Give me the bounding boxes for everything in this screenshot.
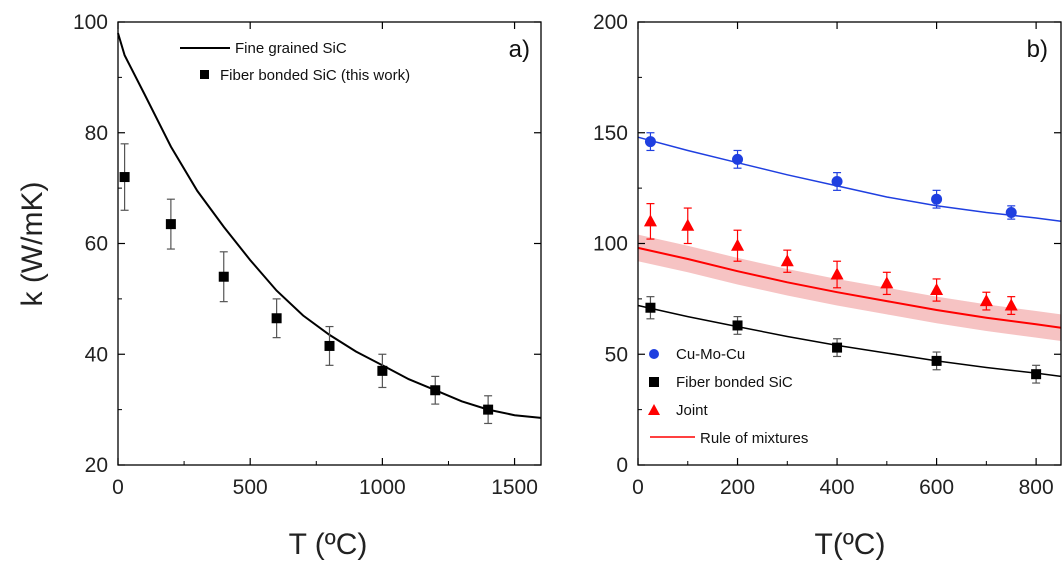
x-tick-label-b: 800	[1019, 476, 1054, 499]
x-tick-label-a: 1000	[359, 476, 406, 499]
panel-b-x-axis-label: T(ºC)	[815, 528, 886, 561]
series-line-fine-grained-sic	[117, 32, 542, 419]
panel-b-band-layer	[638, 234, 1061, 341]
y-tick-label-a: 20	[85, 454, 108, 477]
data-point-fiber-bonded-sic	[645, 302, 656, 313]
data-point-cu-mo-cu	[831, 175, 843, 187]
data-point-fiber-bonded-sic	[931, 355, 942, 366]
data-point-joint	[979, 294, 993, 307]
y-tick-label-a: 60	[85, 233, 108, 256]
data-point-fiber-bonded-sic-this-work	[483, 404, 494, 415]
legend-label-fiber-bonded-sic-this-work: Fiber bonded SiC (this work)	[220, 67, 410, 84]
fit-line-fiber-bonded-sic	[637, 304, 1062, 378]
panel-a-y-axis-label: k (W/mK)	[16, 182, 49, 307]
fit-line-cu-mo-cu	[637, 136, 1062, 223]
data-point-fiber-bonded-sic-this-work	[324, 340, 335, 351]
panel-a-label: a)	[509, 36, 530, 63]
data-point-fiber-bonded-sic-this-work	[430, 385, 441, 396]
data-point-fiber-bonded-sic-this-work	[377, 365, 388, 376]
y-tick-label-b: 150	[593, 122, 628, 145]
x-tick-label-b: 600	[919, 476, 954, 499]
data-point-joint	[880, 276, 894, 289]
data-point-fiber-bonded-sic-this-work	[271, 313, 282, 324]
y-tick-label-b: 0	[616, 454, 628, 477]
data-point-joint	[780, 254, 794, 267]
legend-label-cu-mo-cu: Cu-Mo-Cu	[676, 346, 745, 363]
data-point-joint	[643, 214, 657, 227]
x-tick-label-b: 0	[632, 476, 644, 499]
data-point-fiber-bonded-sic	[732, 320, 743, 331]
legend-label-fine-grained-sic: Fine grained SiC	[235, 40, 347, 57]
panel-a-axes: 0 500 1000 1500 20 40 60 80 100	[73, 11, 542, 499]
data-point-joint	[1004, 298, 1018, 311]
x-tick-label-a: 500	[233, 476, 268, 499]
panel-a-x-axis-label: T (ºC)	[289, 528, 368, 561]
legend-label-rule-of-mixtures: Rule of mixtures	[700, 430, 808, 447]
y-tick-label-b: 50	[605, 343, 628, 366]
panel-b: 0 200 400 600 800 0 50 100 150 200 b) T(ºC) Cu-Mo…	[593, 11, 1062, 561]
data-point-joint	[731, 238, 745, 251]
data-point-cu-mo-cu	[931, 193, 943, 205]
data-point-joint	[681, 218, 695, 231]
data-point-joint	[930, 283, 944, 296]
panel-a-legend: Fine grained SiC Fiber bonded SiC (this …	[180, 40, 410, 84]
panel-b-uncertainty-band	[638, 234, 1061, 341]
x-tick-label-a: 0	[112, 476, 124, 499]
legend-swatch-fiber-bonded-sic	[649, 377, 659, 387]
x-tick-label-b: 200	[720, 476, 755, 499]
panel-b-legend: Cu-Mo-Cu Fiber bonded SiC Joint Rule of …	[648, 346, 808, 447]
y-tick-label-a: 100	[73, 11, 108, 34]
data-point-fiber-bonded-sic-this-work	[119, 172, 130, 183]
panel-a: 0 500 1000 1500 20 40 60 80 100 a) k (W/mK) T (º…	[16, 11, 542, 561]
panel-a-line-layer	[117, 32, 542, 419]
data-point-fiber-bonded-sic	[832, 342, 843, 353]
panel-b-frame	[637, 21, 1062, 466]
data-point-fiber-bonded-sic-this-work	[218, 271, 229, 282]
y-tick-label-a: 40	[85, 343, 108, 366]
panel-b-label: b)	[1027, 36, 1048, 63]
legend-label-fiber-bonded-sic: Fiber bonded SiC	[676, 374, 793, 391]
legend-label-joint: Joint	[676, 402, 709, 419]
data-point-fiber-bonded-sic-this-work	[165, 219, 176, 230]
data-point-cu-mo-cu	[644, 136, 656, 148]
data-point-cu-mo-cu	[1005, 206, 1017, 218]
legend-swatch-fiber-bonded-sic-this-work	[200, 70, 209, 79]
y-tick-label-b: 100	[593, 233, 628, 256]
legend-swatch-cu-mo-cu	[649, 349, 659, 359]
panel-a-frame	[117, 21, 542, 466]
data-point-fiber-bonded-sic	[1031, 369, 1042, 380]
y-tick-label-a: 80	[85, 122, 108, 145]
series-line-rule-of-mixtures	[637, 246, 1062, 329]
panel-b-axes: 0 200 400 600 800 0 50 100 150 200	[593, 11, 1062, 499]
x-tick-label-b: 400	[820, 476, 855, 499]
data-point-cu-mo-cu	[732, 153, 744, 165]
y-tick-label-b: 200	[593, 11, 628, 34]
panel-a-marker-layer	[119, 143, 494, 425]
panel-b-marker-layer	[643, 132, 1042, 384]
legend-swatch-joint	[648, 404, 660, 415]
x-tick-label-a: 1500	[491, 476, 538, 499]
data-point-joint	[830, 267, 844, 280]
